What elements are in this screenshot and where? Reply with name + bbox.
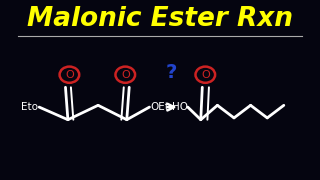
Text: OEt: OEt [150,102,169,112]
Text: Malonic Ester Rxn: Malonic Ester Rxn [27,6,293,32]
Text: O: O [121,70,130,80]
Text: Eto: Eto [21,102,38,112]
Text: O: O [201,70,210,80]
Text: HO: HO [172,102,188,112]
Text: O: O [65,70,74,80]
Text: ?: ? [166,62,177,82]
